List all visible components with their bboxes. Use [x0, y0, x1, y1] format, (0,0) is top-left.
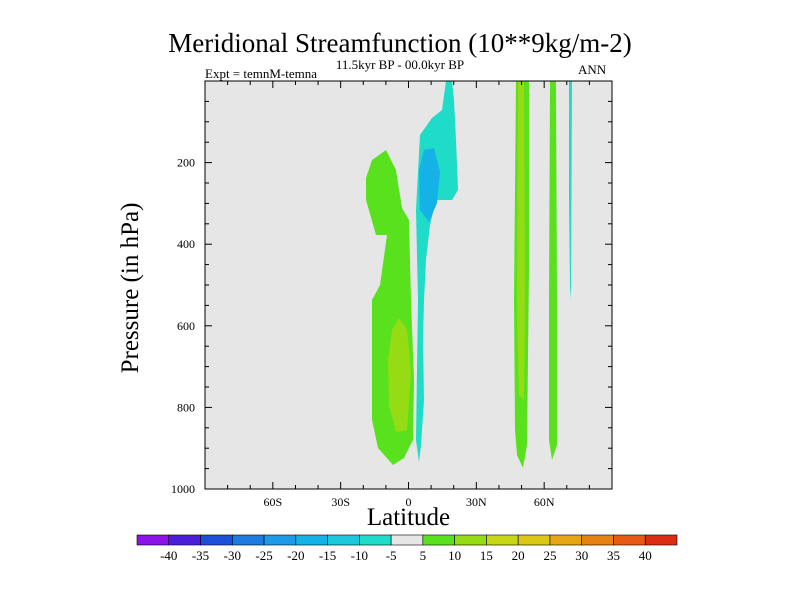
x-tick-label: 30N: [466, 495, 487, 509]
colorbar-label: -25: [255, 548, 272, 563]
contour-region-positive-core: [388, 318, 411, 432]
y-tick-label: 600: [177, 319, 195, 333]
colorbar-swatch: [486, 534, 519, 546]
colorbar-swatch: [517, 534, 551, 546]
colorbar-label: 10: [448, 548, 461, 563]
chart-title: Meridional Streamfunction (10**9kg/m-2): [168, 28, 632, 58]
colorbar-swatch: [549, 534, 583, 546]
colorbar-label: -30: [224, 548, 241, 563]
contour-region-negative-core: [419, 148, 440, 222]
y-tick-label: 400: [177, 237, 195, 251]
x-tick-label: 60N: [534, 495, 555, 509]
y-axis-label: Pressure (in hPa): [117, 202, 144, 374]
colorbar-swatch: [454, 534, 487, 546]
colorbar-label: -20: [287, 548, 304, 563]
colorbar-swatch: [613, 534, 646, 546]
contour-region-positive-50n-core: [517, 81, 525, 400]
colorbar-label: -10: [351, 548, 368, 563]
contour-region-positive-63n: [549, 81, 557, 460]
y-tick-label: 1000: [171, 482, 195, 496]
y-tick-label: 800: [177, 400, 195, 414]
y-tick-label: 200: [177, 156, 195, 170]
colorbar-label: 5: [420, 548, 427, 563]
colorbar-label: -5: [386, 548, 397, 563]
colorbar-label: 35: [607, 548, 620, 563]
colorbar-swatch: [263, 534, 297, 546]
contour-fill-group: [366, 81, 572, 468]
colorbar-swatch: [644, 534, 678, 546]
colorbar-swatch: [168, 534, 201, 546]
colorbar-swatch: [136, 534, 170, 546]
colorbar-label: 20: [512, 548, 525, 563]
colorbar-label: -35: [192, 548, 209, 563]
experiment-label: Expt = temnM-temna: [205, 66, 318, 81]
colorbar-swatch: [200, 534, 233, 546]
colorbar-swatch: [422, 534, 455, 546]
colorbar-swatch: [231, 534, 265, 546]
colorbar-label: -40: [160, 548, 177, 563]
colorbar-swatch: [295, 534, 328, 546]
x-tick-label: 30S: [331, 495, 350, 509]
colorbar-swatch: [359, 534, 392, 546]
x-tick-label: 0: [406, 495, 412, 509]
colorbar-label: 30: [575, 548, 588, 563]
colorbar-label: 15: [480, 548, 493, 563]
colorbar-label: 40: [639, 548, 652, 563]
colorbar-label: -15: [319, 548, 336, 563]
x-tick-label: 60S: [263, 495, 282, 509]
colorbar-swatch: [390, 534, 424, 546]
colorbar-label: 25: [543, 548, 556, 563]
chart-subtitle: 11.5kyr BP - 00.0kyr BP: [335, 57, 465, 72]
x-axis-label: Latitude: [366, 504, 451, 531]
colorbar-swatch: [327, 534, 360, 546]
colorbar: -40 -35 -30 -25 -20 -15 -10 -5 5 10 15 20 25 30 35 40: [136, 534, 678, 563]
season-label: ANN: [578, 62, 607, 77]
contour-region-negative-72n: [569, 81, 572, 300]
axis-ticks: 60S 30S 0 30N 60N 200 400 600 800 1000: [171, 80, 613, 509]
colorbar-swatch: [581, 534, 614, 546]
